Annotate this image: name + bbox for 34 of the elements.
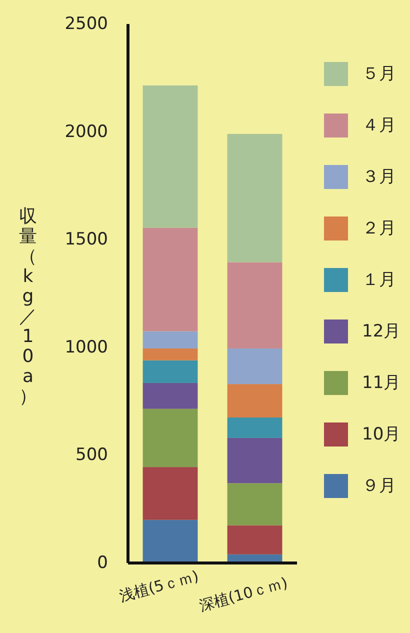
y-tick-label: 500 xyxy=(76,445,108,466)
legend-label: ２月 xyxy=(362,218,396,238)
bar xyxy=(142,382,198,409)
bar xyxy=(227,417,282,438)
text: 収量（kg／10a） xyxy=(19,206,37,407)
bar xyxy=(142,408,198,468)
legend-label: 10月 xyxy=(362,424,401,444)
bar xyxy=(227,384,282,418)
legend-label: ４月 xyxy=(362,116,396,136)
bar xyxy=(227,483,282,526)
bar xyxy=(142,85,198,228)
y-tick-label: 2000 xyxy=(64,122,108,142)
y-tick-label: 1000 xyxy=(64,337,108,358)
legend-label: 11月 xyxy=(362,373,401,393)
y-tick-label: 2500 xyxy=(64,14,108,34)
x-tick-label: 深植(10ｃｍ) xyxy=(197,574,290,615)
bar xyxy=(227,525,282,554)
legend-label: ５月 xyxy=(362,64,396,84)
bar xyxy=(142,228,198,332)
bar xyxy=(227,262,282,348)
y-tick-label: 0 xyxy=(97,553,108,573)
bar xyxy=(142,467,198,520)
legend-label: １月 xyxy=(362,270,396,290)
bar xyxy=(227,438,282,484)
legend-label: 12月 xyxy=(362,322,401,342)
bar xyxy=(227,134,282,262)
bar xyxy=(142,360,198,383)
bar xyxy=(227,348,282,384)
legend-label: ３月 xyxy=(362,167,396,187)
bar xyxy=(142,520,198,563)
legend-label: ９月 xyxy=(362,476,396,496)
bar xyxy=(142,331,198,348)
bar xyxy=(142,348,198,360)
y-tick-label: 1500 xyxy=(64,230,108,250)
